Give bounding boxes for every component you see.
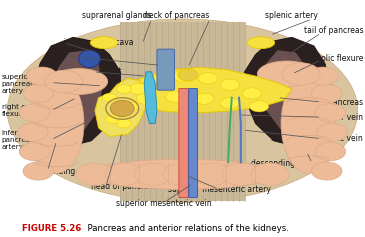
Ellipse shape: [257, 61, 316, 87]
Circle shape: [250, 101, 269, 112]
Circle shape: [23, 162, 54, 180]
Circle shape: [18, 123, 48, 141]
Circle shape: [45, 70, 83, 93]
FancyBboxPatch shape: [189, 88, 197, 198]
Ellipse shape: [111, 100, 134, 117]
Circle shape: [102, 93, 117, 102]
FancyBboxPatch shape: [157, 49, 174, 90]
Circle shape: [308, 67, 338, 85]
Circle shape: [282, 63, 320, 85]
Text: portal vein: portal vein: [64, 51, 105, 60]
Polygon shape: [95, 78, 146, 137]
Ellipse shape: [78, 50, 100, 68]
Circle shape: [242, 88, 261, 99]
Text: left colic flexure: left colic flexure: [302, 54, 363, 63]
Text: body of pancreas: body of pancreas: [297, 97, 363, 106]
Circle shape: [117, 119, 131, 128]
Circle shape: [105, 163, 143, 186]
Circle shape: [193, 163, 231, 186]
Text: bile duct: bile duct: [88, 67, 121, 76]
Text: inferior mesenteric vein: inferior mesenteric vein: [272, 134, 363, 143]
Polygon shape: [33, 37, 120, 147]
Text: FIGURE 5.26: FIGURE 5.26: [22, 224, 81, 233]
Ellipse shape: [178, 69, 198, 81]
Circle shape: [19, 104, 50, 122]
Circle shape: [222, 163, 260, 186]
Circle shape: [137, 93, 155, 104]
Circle shape: [251, 163, 289, 186]
Polygon shape: [245, 37, 332, 147]
Ellipse shape: [29, 74, 84, 173]
Text: neck of pancreas: neck of pancreas: [145, 11, 210, 20]
Text: splenic artery: splenic artery: [265, 11, 318, 20]
Circle shape: [315, 104, 346, 122]
Circle shape: [129, 83, 148, 95]
Circle shape: [195, 93, 214, 104]
Circle shape: [19, 142, 50, 161]
Polygon shape: [51, 50, 102, 132]
Text: tail of pancreas: tail of pancreas: [304, 26, 363, 35]
Circle shape: [220, 97, 239, 109]
Text: superior mesenteric artery: superior mesenteric artery: [168, 185, 270, 194]
Circle shape: [317, 123, 347, 141]
Text: left testicular vein: left testicular vein: [293, 113, 363, 122]
Ellipse shape: [88, 159, 277, 189]
Circle shape: [151, 75, 170, 86]
Ellipse shape: [7, 19, 358, 202]
Ellipse shape: [247, 37, 274, 49]
Text: inferior vena cava: inferior vena cava: [64, 38, 133, 47]
Circle shape: [164, 163, 201, 186]
Circle shape: [311, 84, 342, 102]
Circle shape: [220, 79, 239, 90]
Polygon shape: [144, 72, 157, 123]
Circle shape: [199, 73, 218, 84]
Polygon shape: [110, 68, 292, 113]
Ellipse shape: [281, 74, 336, 173]
Text: superior mesenteric vein: superior mesenteric vein: [116, 199, 212, 208]
Text: ascending colon: ascending colon: [36, 167, 99, 176]
Circle shape: [173, 71, 192, 82]
Circle shape: [124, 102, 139, 111]
Polygon shape: [263, 50, 314, 132]
Bar: [120, 22, 245, 201]
Text: superior
pancreaticoduodenal
artery: superior pancreaticoduodenal artery: [2, 74, 78, 94]
Ellipse shape: [49, 68, 108, 95]
Circle shape: [106, 115, 120, 123]
Text: right colic
flexure: right colic flexure: [2, 104, 38, 117]
Text: descending colon: descending colon: [251, 159, 318, 168]
Circle shape: [23, 84, 54, 102]
Circle shape: [27, 67, 57, 85]
Circle shape: [311, 162, 342, 180]
Text: inferior
pancreaticoduodenal
artery: inferior pancreaticoduodenal artery: [2, 130, 78, 150]
Text: Pancreas and anterior relations of the kidneys.: Pancreas and anterior relations of the k…: [82, 224, 289, 233]
Text: suprarenal glands: suprarenal glands: [82, 11, 151, 20]
Text: head of pancreas: head of pancreas: [91, 182, 158, 191]
Circle shape: [76, 163, 114, 186]
Circle shape: [166, 91, 185, 102]
Circle shape: [117, 85, 131, 93]
Circle shape: [315, 142, 346, 161]
Circle shape: [134, 163, 172, 186]
Ellipse shape: [90, 37, 118, 49]
FancyBboxPatch shape: [179, 88, 188, 198]
